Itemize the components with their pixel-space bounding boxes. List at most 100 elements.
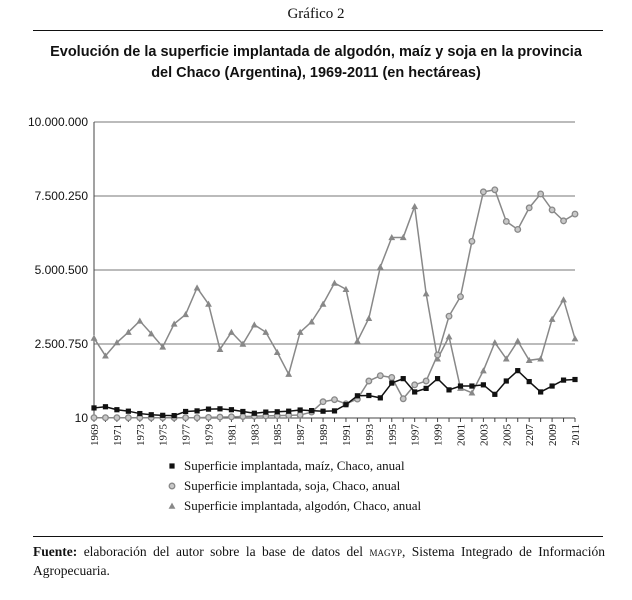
data-point-triangle [262, 328, 270, 335]
data-point-circle [525, 204, 533, 212]
data-point-circle [468, 237, 476, 245]
legend-marker-circle [168, 482, 176, 490]
y-tick-label: 2.500.750 [35, 337, 89, 351]
data-point-circle [124, 414, 132, 422]
y-tick-label: 10.000.000 [28, 115, 88, 129]
x-tick-label: 2003 [478, 424, 490, 447]
data-point-triangle [136, 317, 144, 324]
data-point-square [217, 406, 223, 412]
data-point-square [240, 408, 246, 415]
data-point-triangle [388, 234, 396, 241]
data-point-triangle [376, 263, 384, 270]
data-point-square [91, 405, 97, 411]
data-point-circle [457, 293, 464, 301]
data-point-circle [548, 206, 556, 214]
data-point-circle [514, 225, 522, 233]
data-point-triangle [445, 333, 453, 340]
data-point-square [492, 391, 498, 397]
data-point-triangle [502, 355, 510, 362]
source-acronym: magyp [369, 544, 402, 559]
data-point-triangle [319, 300, 327, 307]
x-tick-label: 1979 [204, 424, 216, 447]
legend-marker-triangle [168, 502, 176, 509]
data-point-square [538, 389, 544, 395]
data-point-square [308, 408, 315, 414]
data-point-triangle [354, 337, 361, 344]
data-point-circle [445, 312, 453, 320]
data-point-circle [537, 190, 545, 198]
data-point-square [389, 380, 395, 386]
data-point-square [377, 395, 383, 401]
data-point-square [549, 383, 555, 389]
data-point-triangle [525, 356, 533, 364]
data-point-circle [491, 186, 499, 194]
data-point-square [320, 408, 326, 414]
data-point-square [125, 408, 131, 414]
x-tick-label: 2011 [570, 424, 582, 446]
data-point-circle [502, 218, 510, 225]
legend-label: Superficie implantada, algodón, Chaco, a… [184, 498, 422, 513]
data-point-triangle [250, 321, 258, 328]
data-point-square [434, 376, 441, 382]
data-point-triangle [170, 320, 178, 327]
data-point-triangle [468, 389, 476, 396]
data-point-square [480, 382, 486, 388]
x-tick-label: 1973 [135, 424, 147, 447]
data-point-circle [216, 413, 224, 421]
data-point-square [286, 408, 292, 414]
data-point-circle [560, 217, 567, 225]
data-point-circle [365, 377, 373, 385]
data-point-triangle [411, 202, 419, 210]
data-point-triangle [308, 318, 315, 325]
x-tick-label: 1989 [318, 424, 330, 447]
data-point-square [331, 408, 338, 414]
data-point-square [183, 408, 189, 415]
data-point-square [423, 385, 429, 392]
data-point-triangle [228, 328, 235, 335]
series-line-circle [94, 188, 576, 419]
data-point-triangle [571, 335, 579, 342]
data-point-triangle [124, 328, 132, 335]
data-point-triangle [205, 300, 212, 307]
data-point-circle [571, 210, 579, 218]
series-line-triangle [93, 206, 576, 394]
data-point-triangle [331, 279, 338, 286]
chart-title: Evolución de la superficie implantada de… [0, 42, 632, 84]
data-point-circle [193, 414, 201, 422]
x-tick-label: 2207 [524, 424, 536, 447]
data-point-triangle [548, 315, 556, 322]
data-point-triangle [147, 330, 155, 337]
x-tick-label: 2009 [547, 424, 559, 447]
x-tick-label: 1999 [433, 424, 445, 447]
data-point-square [560, 377, 567, 383]
data-point-square [102, 404, 109, 410]
data-point-circle [422, 377, 430, 385]
data-point-triangle [537, 355, 545, 362]
data-point-square [412, 389, 418, 395]
data-point-circle [319, 398, 327, 406]
data-point-triangle [514, 337, 522, 344]
data-point-circle [205, 413, 212, 421]
data-point-triangle [560, 296, 567, 303]
data-point-circle [227, 413, 235, 421]
data-point-triangle [239, 340, 247, 347]
data-point-triangle [479, 367, 487, 374]
x-tick-label: 1995 [387, 424, 399, 447]
data-point-circle [182, 414, 190, 422]
data-point-square [354, 393, 361, 399]
data-point-square [515, 368, 521, 374]
data-point-square [469, 383, 475, 389]
line-chart: 10 2.500.750 5.000.500 7.500.250 10.000.000 1… [28, 115, 582, 513]
data-point-circle [113, 414, 121, 422]
x-tick-label: 1987 [295, 424, 307, 447]
top-rule [33, 30, 603, 31]
figure-label: Gráfico 2 [287, 6, 345, 22]
x-tick-label: 2001 [455, 424, 467, 446]
legend-marker-square [169, 463, 175, 469]
data-point-square [457, 383, 464, 389]
chart-title-line-2: del Chaco (Argentina), 1969-2011 (en hec… [151, 65, 481, 81]
data-point-triangle [102, 352, 109, 359]
data-point-triangle [273, 348, 281, 356]
source-text-after: , Sistema Integrado de Información Agrop… [33, 544, 605, 578]
x-tick-label: 1993 [364, 424, 376, 447]
